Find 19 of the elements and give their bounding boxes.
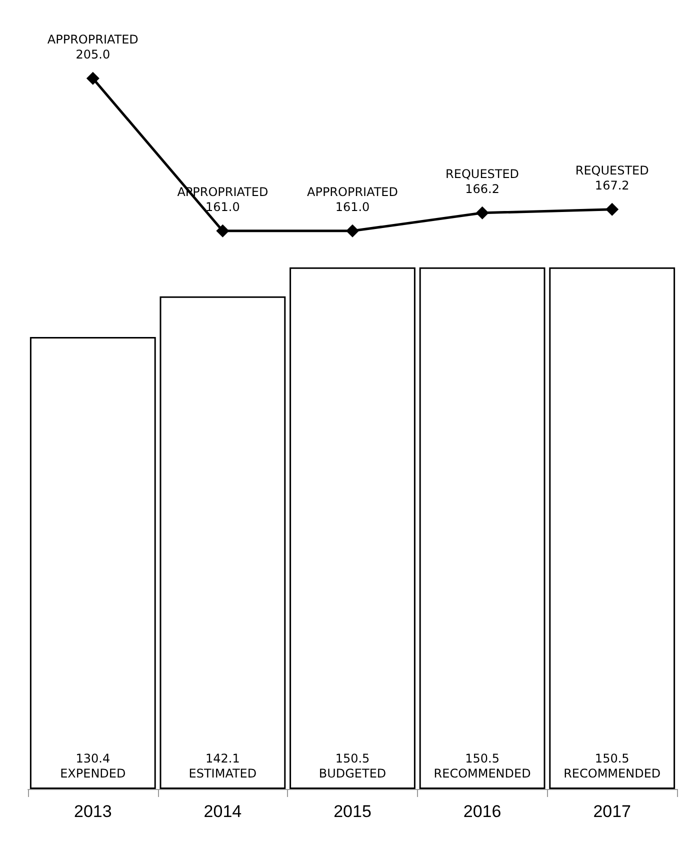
point: [476, 206, 489, 220]
x-tick-label: 2017: [593, 802, 632, 821]
point: [86, 72, 100, 85]
data-label: 142.1 ESTIMATED: [188, 752, 257, 780]
data-label: APPROPRIATED 161.0: [306, 184, 398, 214]
point: [216, 224, 230, 238]
x-tick-label: 2014: [204, 802, 242, 821]
data-label: 150.5 BUDGETED: [318, 752, 386, 780]
data-label: 150.5 RECOMMENDED: [564, 752, 661, 780]
point: [346, 224, 359, 238]
data-label: 150.5 RECOMMENDED: [434, 752, 531, 780]
data-label: REQUESTED 167.2: [575, 163, 649, 192]
x-tick-label: 2015: [334, 802, 372, 821]
x-tick-label: 2016: [463, 802, 502, 821]
point: [606, 202, 619, 216]
x-tick-label: 2013: [74, 802, 112, 821]
data-label: 130.4 EXPENDED: [60, 752, 126, 780]
data-label: REQUESTED 166.2: [446, 166, 520, 196]
data-label: APPROPRIATED 205.0: [47, 32, 138, 62]
